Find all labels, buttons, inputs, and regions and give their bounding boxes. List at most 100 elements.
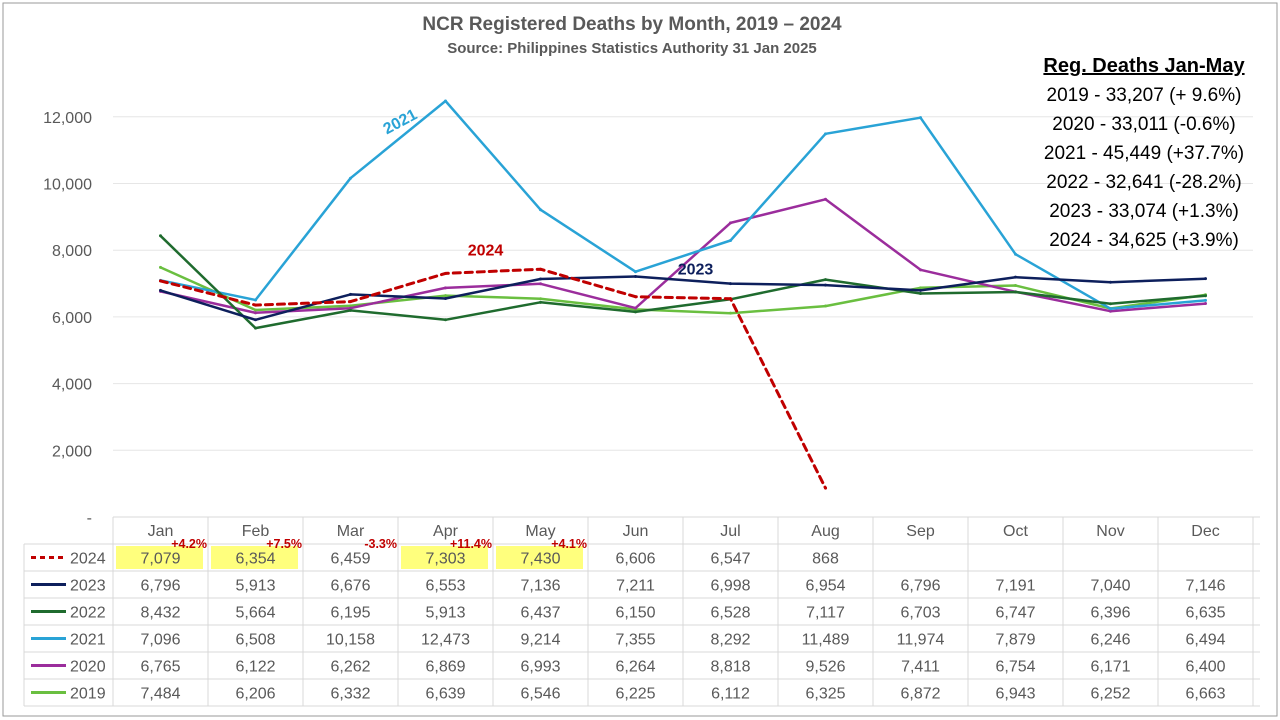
data-point-2020 (824, 197, 827, 201)
table-cell: 7,096 (140, 632, 180, 649)
data-point-2021 (444, 99, 447, 103)
data-point-2020 (634, 306, 637, 310)
table-cell: 10,158 (326, 632, 375, 649)
data-point-2023 (444, 296, 447, 300)
table-header-month: Jul (720, 523, 740, 540)
data-point-2020 (254, 311, 257, 315)
table-cell: 6,112 (711, 686, 750, 703)
cell-highlight (211, 546, 298, 569)
table-cell: 6,206 (235, 686, 275, 703)
data-point-2022 (1109, 302, 1112, 306)
table-cell: 6,494 (1185, 632, 1225, 649)
data-point-2021 (824, 132, 827, 136)
data-point-2019 (349, 304, 352, 308)
table-cell: 6,252 (1090, 686, 1130, 703)
data-point-2023 (919, 288, 922, 292)
chart-title: NCR Registered Deaths by Month, 2019 – 2… (422, 14, 842, 35)
table-header-month: Dec (1191, 523, 1219, 540)
legend-label-2022: 2022 (70, 605, 106, 622)
series-label-2023: 2023 (678, 262, 714, 279)
table-header-month: Feb (242, 523, 270, 540)
series-line-2019 (159, 266, 1207, 315)
table-cell: 8,432 (140, 605, 180, 622)
data-point-2024 (824, 486, 827, 490)
legend-label-2021: 2021 (70, 632, 106, 649)
table-cell: 9,214 (520, 632, 560, 649)
table-header-month: Apr (433, 523, 459, 540)
data-point-2024 (159, 279, 162, 283)
table-cell: 6,546 (520, 686, 560, 703)
summary-heading: Reg. Deaths Jan-May (1043, 55, 1245, 77)
data-point-2024 (444, 271, 447, 275)
summary-box: Reg. Deaths Jan-May 2019 - 33,207 (+ 9.6… (1043, 55, 1245, 251)
table-cell: 6,264 (615, 659, 655, 676)
table-cell: 7,430 (520, 551, 560, 568)
table-cell: 6,993 (520, 659, 560, 676)
chart-subtitle: Source: Philippines Statistics Authority… (447, 40, 817, 57)
data-point-2022 (919, 291, 922, 295)
table-cell: 868 (812, 551, 839, 568)
table-cell: 6,606 (615, 551, 655, 568)
data-point-2022 (824, 278, 827, 282)
data-point-2023 (159, 288, 162, 292)
data-point-2019 (159, 265, 162, 269)
data-point-2020 (444, 286, 447, 290)
cell-highlight (496, 546, 583, 569)
table-cell: 6,400 (1185, 659, 1225, 676)
data-point-2019 (444, 294, 447, 298)
table-cell: 6,703 (900, 605, 940, 622)
table-cell: 6,547 (710, 551, 750, 568)
table-cell: 7,079 (140, 551, 180, 568)
data-point-2023 (1014, 275, 1017, 279)
table-cell: 6,195 (330, 605, 370, 622)
table-header-month: May (525, 523, 555, 540)
table-cell: 7,211 (616, 578, 655, 595)
table-cell: 6,354 (235, 551, 275, 568)
change-label: +4.1% (551, 537, 587, 551)
data-point-2022 (539, 300, 542, 304)
table-cell: 6,325 (805, 686, 845, 703)
data-table: Jan Feb Mar Apr May Jun Jul Aug Sep Oct Nov Dec 2024… (23, 516, 1260, 707)
data-point-2023 (1109, 280, 1112, 284)
table-cell: 6,508 (235, 632, 275, 649)
data-point-2022 (1204, 294, 1207, 298)
table-cell: 11,974 (897, 632, 945, 649)
data-point-2021 (254, 298, 257, 302)
data-point-2023 (349, 292, 352, 296)
series-line-2022 (159, 234, 1207, 330)
change-label: +11.4% (450, 537, 492, 551)
data-point-2023 (634, 275, 637, 279)
data-point-2019 (824, 304, 827, 308)
table-cell: 5,664 (235, 605, 275, 622)
change-label: +7.5% (266, 537, 302, 551)
data-point-2020 (1204, 302, 1207, 306)
data-point-2019 (254, 308, 257, 312)
table-cell: 6,635 (1185, 605, 1225, 622)
table-cell: 12,473 (421, 632, 470, 649)
series-2024 (159, 267, 827, 490)
series-line-2024 (159, 267, 827, 490)
data-point-2019 (919, 286, 922, 290)
table-cell: 6,332 (330, 686, 370, 703)
data-point-2024 (634, 295, 637, 299)
y-axis: - 2,000 4,000 6,000 8,000 10,000 12,000 (43, 110, 92, 527)
table-cell: 6,262 (330, 659, 370, 676)
data-point-2021 (539, 208, 542, 212)
y-tick-label: 2,000 (52, 443, 92, 460)
table-cell: 6,663 (1185, 686, 1225, 703)
data-point-2020 (349, 306, 352, 310)
data-point-2022 (634, 310, 637, 314)
series-line-2023 (159, 275, 1207, 322)
table-cell: 6,754 (995, 659, 1035, 676)
table-header-month: Aug (811, 523, 839, 540)
table-cell: 6,869 (425, 659, 465, 676)
table-header-month: Jun (623, 523, 649, 540)
data-point-2021 (919, 116, 922, 120)
table-header-month: Sep (906, 523, 935, 540)
y-tick-label: 6,000 (52, 310, 92, 327)
data-point-2022 (254, 326, 257, 330)
y-tick-label: 12,000 (43, 110, 92, 127)
table-cell: 6,765 (140, 659, 180, 676)
